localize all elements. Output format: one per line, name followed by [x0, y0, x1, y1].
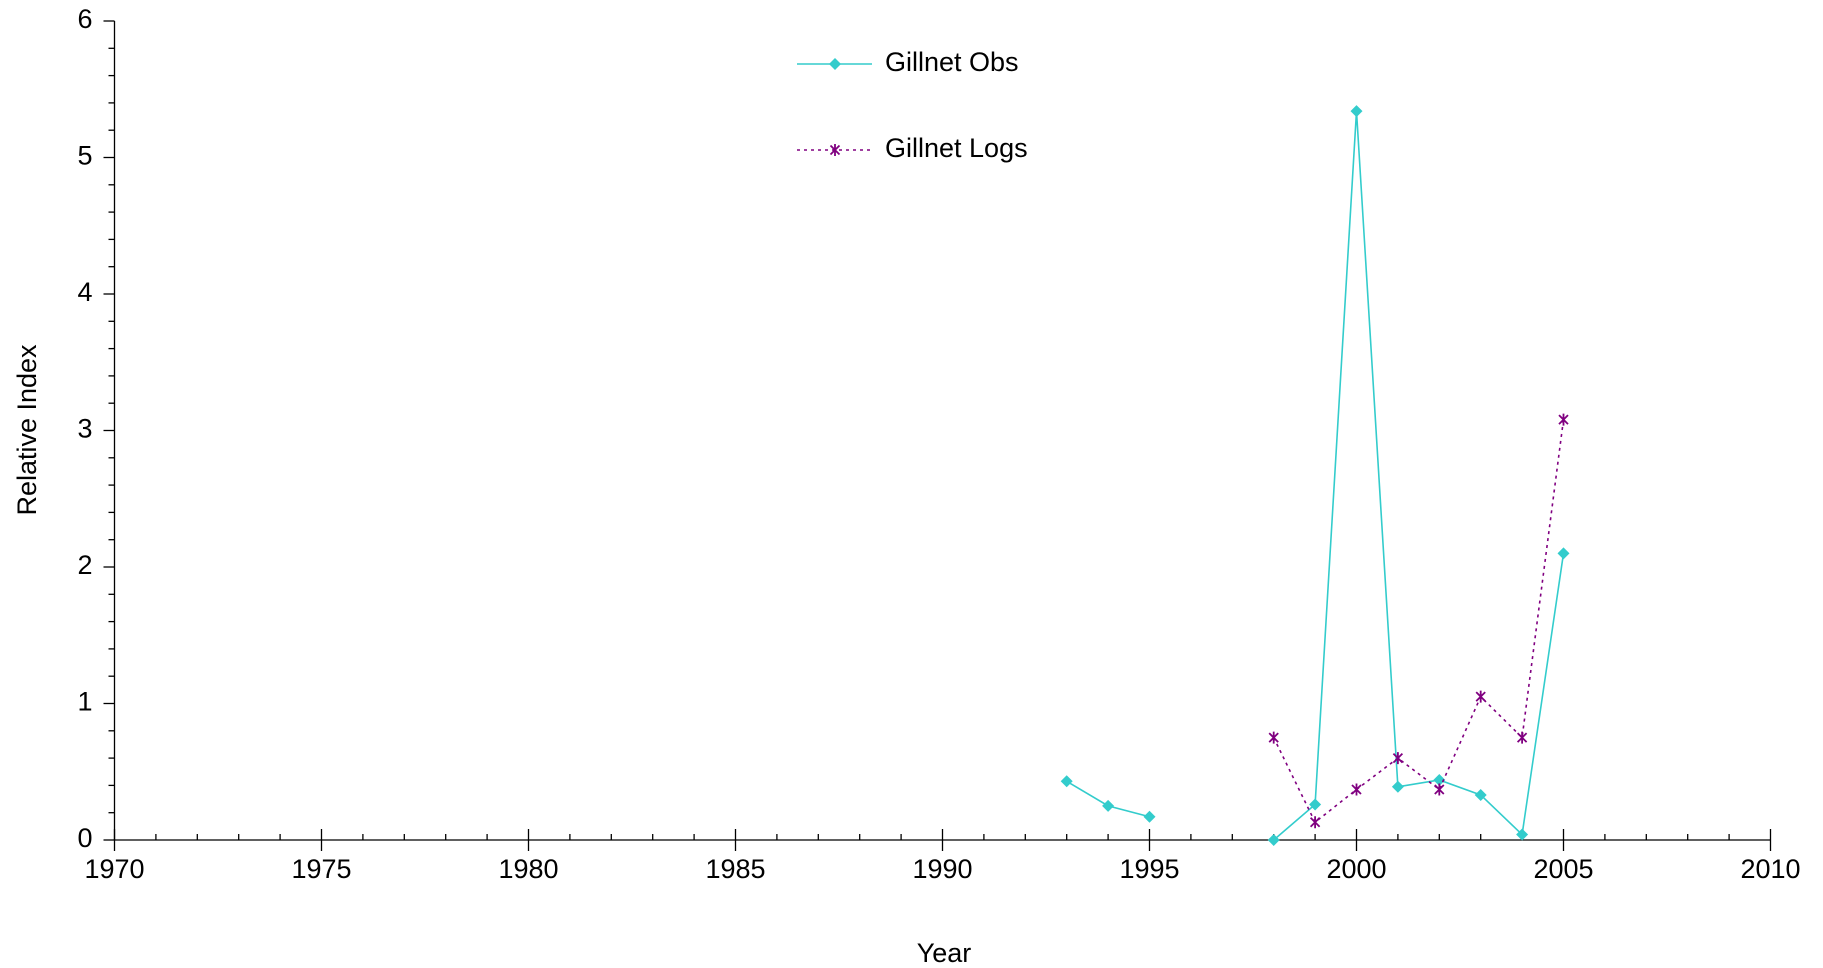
- y-tick-label: 6: [77, 4, 92, 34]
- data-point: [1474, 788, 1487, 801]
- y-tick-label: 1: [77, 687, 92, 717]
- data-point: [1557, 547, 1570, 560]
- y-tick-label: 2: [77, 550, 92, 580]
- series-line: [1272, 419, 1565, 824]
- x-tick-label: 1985: [705, 854, 765, 884]
- data-point: [1268, 731, 1279, 744]
- data-point: [1102, 799, 1115, 812]
- data-point: [1433, 773, 1446, 786]
- data-point: [1475, 690, 1486, 703]
- data-point: [1351, 783, 1362, 796]
- legend-marker: [829, 144, 841, 156]
- data-point: [1309, 816, 1321, 829]
- legend-label: Gillnet Obs: [885, 47, 1019, 77]
- data-point: [1391, 780, 1404, 793]
- data-point: [1350, 105, 1363, 118]
- data-point: [1309, 798, 1322, 811]
- y-tick-label: 3: [77, 414, 92, 444]
- y-axis-title: Relative Index: [12, 344, 42, 516]
- data-point: [1060, 775, 1073, 788]
- x-tick-label: 1980: [498, 854, 558, 884]
- x-tick-label: 1990: [912, 854, 972, 884]
- data-point: [1267, 834, 1280, 846]
- x-tick-label: 1970: [84, 854, 144, 884]
- y-tick-label: 5: [77, 141, 92, 171]
- data-point: [1558, 413, 1569, 426]
- legend-marker: [829, 58, 841, 70]
- x-tick-label: 2010: [1740, 854, 1800, 884]
- data-point: [1392, 752, 1404, 765]
- y-tick-label: 0: [77, 823, 92, 853]
- legend-label: Gillnet Logs: [885, 133, 1028, 163]
- x-tick-label: 1995: [1119, 854, 1179, 884]
- data-point: [1143, 810, 1156, 823]
- data-point: [1516, 731, 1528, 744]
- x-tick-label: 1975: [291, 854, 351, 884]
- x-axis-title: Year: [917, 938, 972, 968]
- data-point: [1516, 828, 1529, 841]
- x-tick-label: 2000: [1326, 854, 1386, 884]
- data-point: [1434, 783, 1445, 796]
- y-tick-label: 4: [77, 277, 92, 307]
- x-tick-label: 2005: [1533, 854, 1593, 884]
